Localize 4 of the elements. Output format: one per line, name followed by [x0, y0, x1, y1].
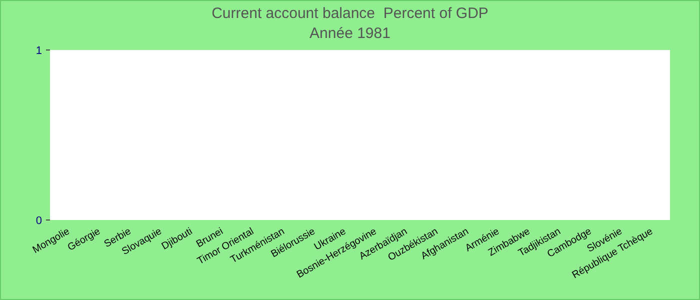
y-tick-label: 1	[36, 44, 42, 57]
chart-title: Current account balance Percent of GDP	[212, 5, 488, 22]
y-tick-label: 0	[36, 214, 42, 227]
chart-subtitle: Année 1981	[310, 25, 390, 42]
